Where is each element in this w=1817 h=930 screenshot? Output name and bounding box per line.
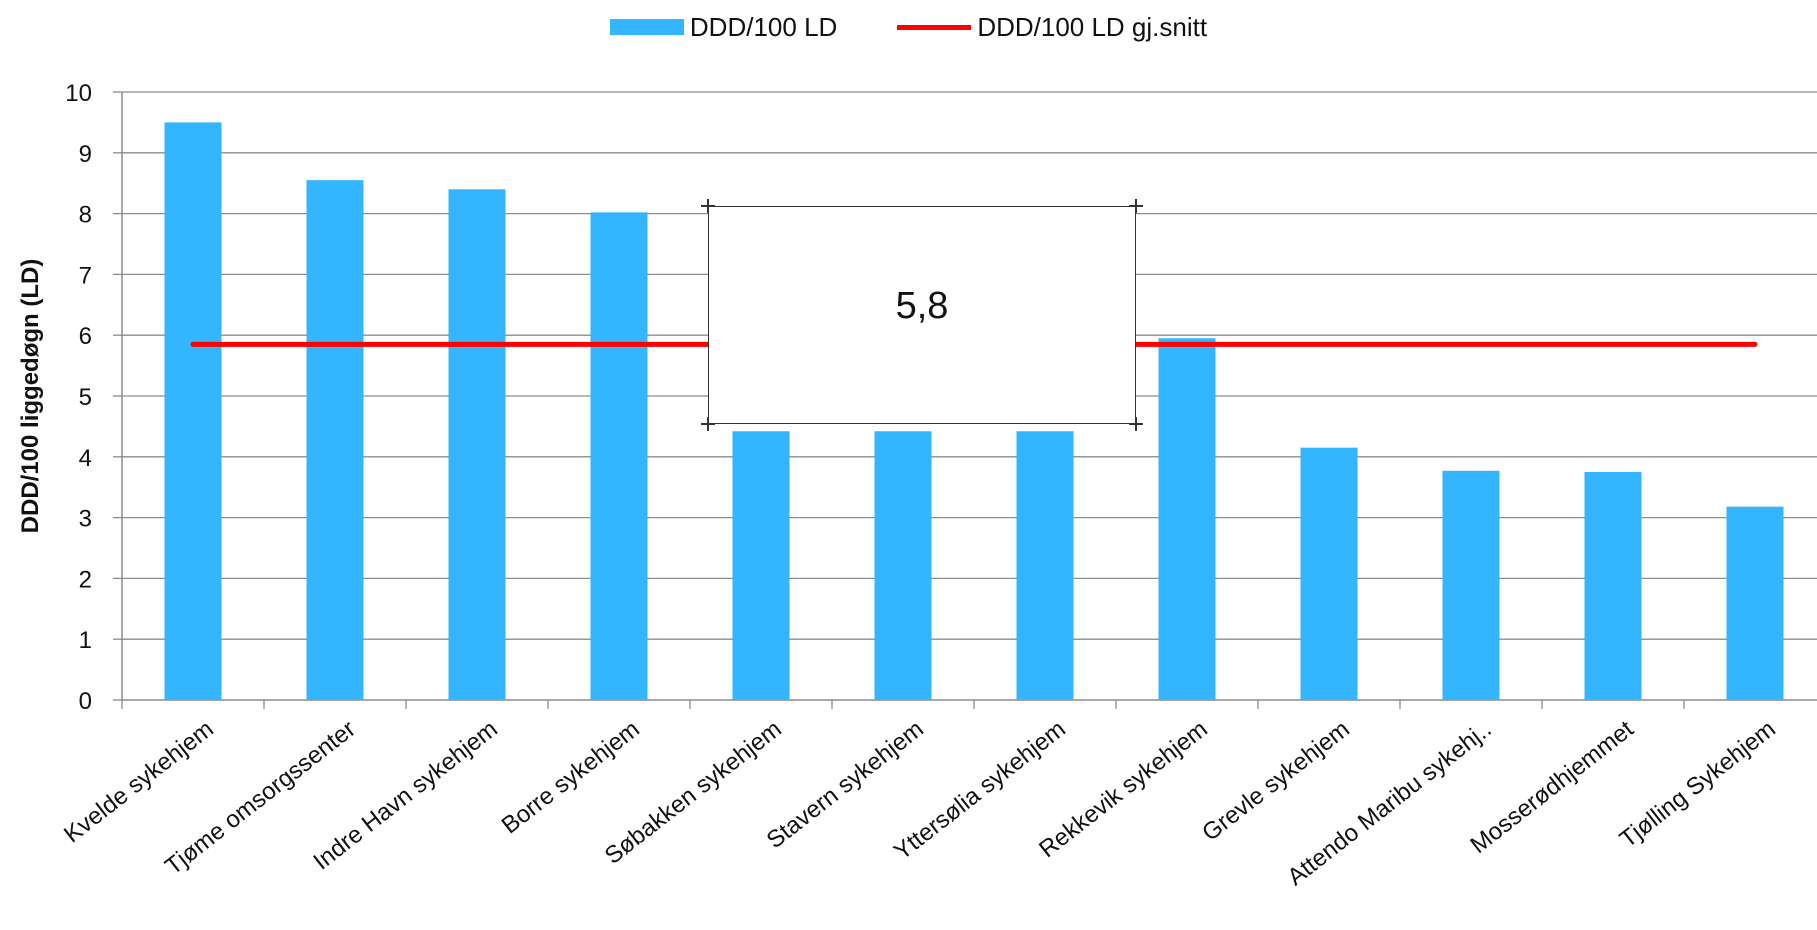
bar — [732, 431, 790, 700]
bar — [164, 122, 222, 700]
bar — [1016, 431, 1074, 700]
average-callout-value: 5,8 — [895, 284, 949, 327]
bar — [1584, 472, 1642, 700]
y-tick-label: 8 — [79, 202, 92, 229]
y-tick-label: 4 — [79, 445, 92, 472]
bar — [448, 189, 506, 700]
bar — [1442, 470, 1500, 700]
x-tick-label: Kvelde sykehjem — [59, 715, 219, 848]
average-callout: 5,8 — [701, 199, 1143, 431]
y-tick-label: 5 — [79, 384, 92, 411]
y-tick-label: 2 — [79, 566, 92, 593]
callout-handle-tl — [701, 199, 715, 213]
y-tick-label: 1 — [79, 627, 92, 654]
y-axis-title: DDD/100 liggedøgn (LD) — [17, 259, 44, 534]
y-tick-label: 9 — [79, 141, 92, 168]
y-tick-label: 3 — [79, 506, 92, 533]
bar — [1726, 506, 1784, 700]
bar — [1300, 447, 1358, 700]
callout-handle-bl — [701, 417, 715, 431]
callout-handle-tr — [1129, 199, 1143, 213]
bar — [874, 431, 932, 700]
legend-swatch-average — [897, 24, 972, 30]
x-tick-label: Grevle sykehjem — [1197, 715, 1354, 846]
y-tick-label: 6 — [79, 323, 92, 350]
bar — [590, 212, 648, 700]
y-tick-label: 0 — [79, 688, 92, 715]
legend: DDD/100 LD DDD/100 LD gj.snitt — [0, 10, 1817, 44]
x-tick-label: Tjølling Sykehjem — [1615, 715, 1781, 853]
y-tick-label: 10 — [65, 80, 92, 107]
legend-item-bars: DDD/100 LD — [609, 11, 838, 43]
legend-label-average: DDD/100 LD gj.snitt — [977, 11, 1208, 42]
legend-label-bars: DDD/100 LD — [689, 11, 838, 42]
bar — [1158, 338, 1216, 700]
legend-swatch-bars — [609, 19, 684, 35]
x-tick-label: Borre sykehjem — [497, 715, 645, 839]
bar — [306, 180, 364, 700]
callout-handle-br — [1129, 417, 1143, 431]
y-tick-label: 7 — [79, 262, 92, 289]
legend-item-average: DDD/100 LD gj.snitt — [897, 12, 1207, 43]
